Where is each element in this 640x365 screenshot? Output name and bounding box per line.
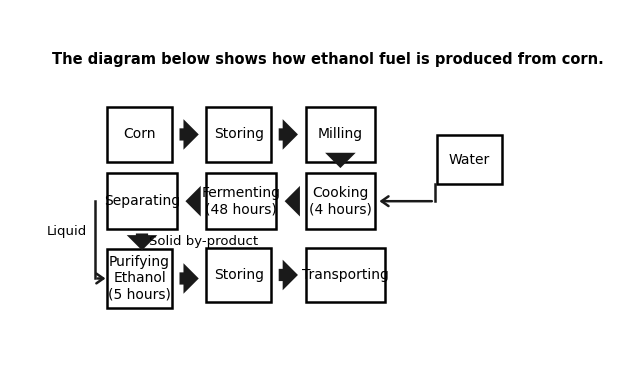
Bar [207,107,271,162]
Bar [207,247,271,302]
Bar [306,173,375,229]
Bar [108,107,172,162]
Bar [207,173,276,229]
Bar [306,247,385,302]
Text: Storing: Storing [214,268,264,282]
Text: Water: Water [449,153,490,167]
Text: Liquid: Liquid [47,225,88,238]
Text: Transporting: Transporting [302,268,388,282]
Text: Storing: Storing [214,127,264,142]
Bar [108,249,172,308]
Text: Purifying
Ethanol
(5 hours): Purifying Ethanol (5 hours) [108,255,171,302]
Bar [108,173,177,229]
Text: Solid by-product: Solid by-product [150,235,259,249]
Text: Separating: Separating [104,194,180,208]
Text: Cooking
(4 hours): Cooking (4 hours) [309,186,372,216]
Text: Fermenting
(48 hours): Fermenting (48 hours) [202,186,281,216]
Text: Corn: Corn [124,127,156,142]
Text: Milling: Milling [318,127,363,142]
Bar [437,135,502,184]
Bar [306,107,375,162]
Text: The diagram below shows how ethanol fuel is produced from corn.: The diagram below shows how ethanol fuel… [52,52,604,67]
